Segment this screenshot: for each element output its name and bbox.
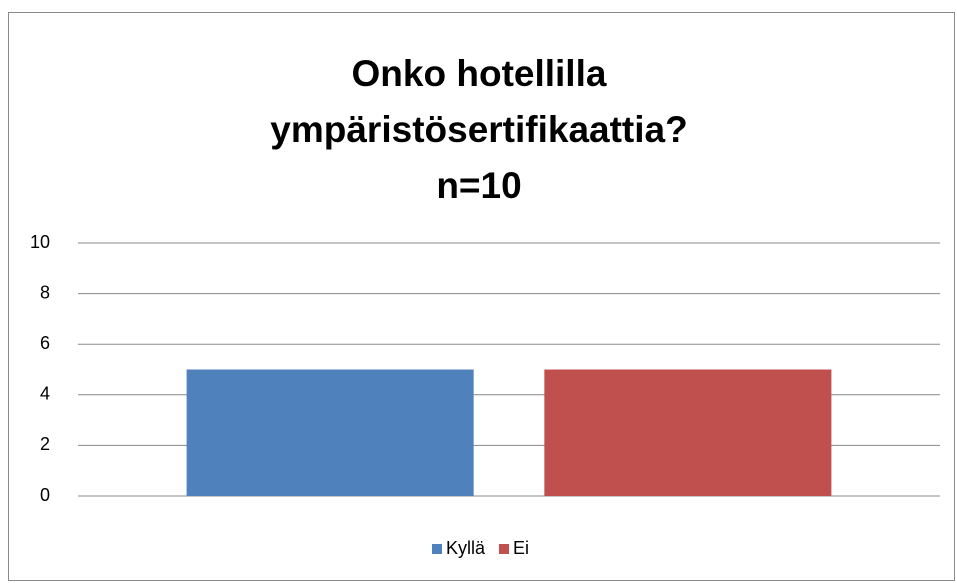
legend-label: Kyllä bbox=[446, 538, 486, 558]
y-tick-label: 10 bbox=[30, 232, 50, 252]
chart-frame bbox=[8, 12, 955, 581]
legend-label: Ei bbox=[513, 538, 529, 558]
y-tick-label: 6 bbox=[40, 333, 50, 353]
bar bbox=[186, 369, 474, 496]
y-tick-label: 2 bbox=[40, 434, 50, 454]
chart-title: Onko hotellilla ympäristösertifikaattia?… bbox=[270, 53, 688, 206]
legend-swatch bbox=[499, 544, 510, 554]
bar bbox=[544, 369, 832, 496]
y-tick-label: 0 bbox=[40, 485, 50, 505]
legend-swatch bbox=[432, 544, 442, 554]
y-tick-label: 4 bbox=[40, 384, 50, 404]
y-tick-label: 8 bbox=[40, 282, 50, 302]
